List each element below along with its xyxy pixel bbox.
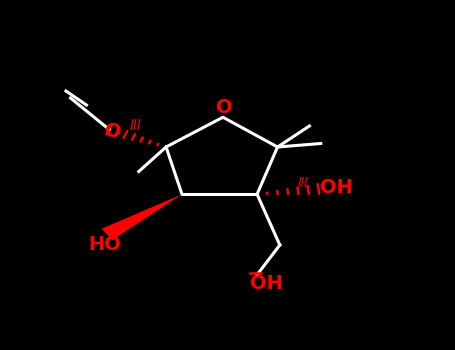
Text: OH: OH [320, 178, 353, 197]
Text: lll: lll [130, 119, 142, 133]
Text: HO: HO [88, 236, 121, 254]
Text: O: O [105, 122, 121, 141]
Polygon shape [102, 194, 182, 240]
Text: OH: OH [250, 274, 283, 293]
Text: lll: lll [298, 177, 308, 190]
Text: O: O [216, 98, 232, 117]
